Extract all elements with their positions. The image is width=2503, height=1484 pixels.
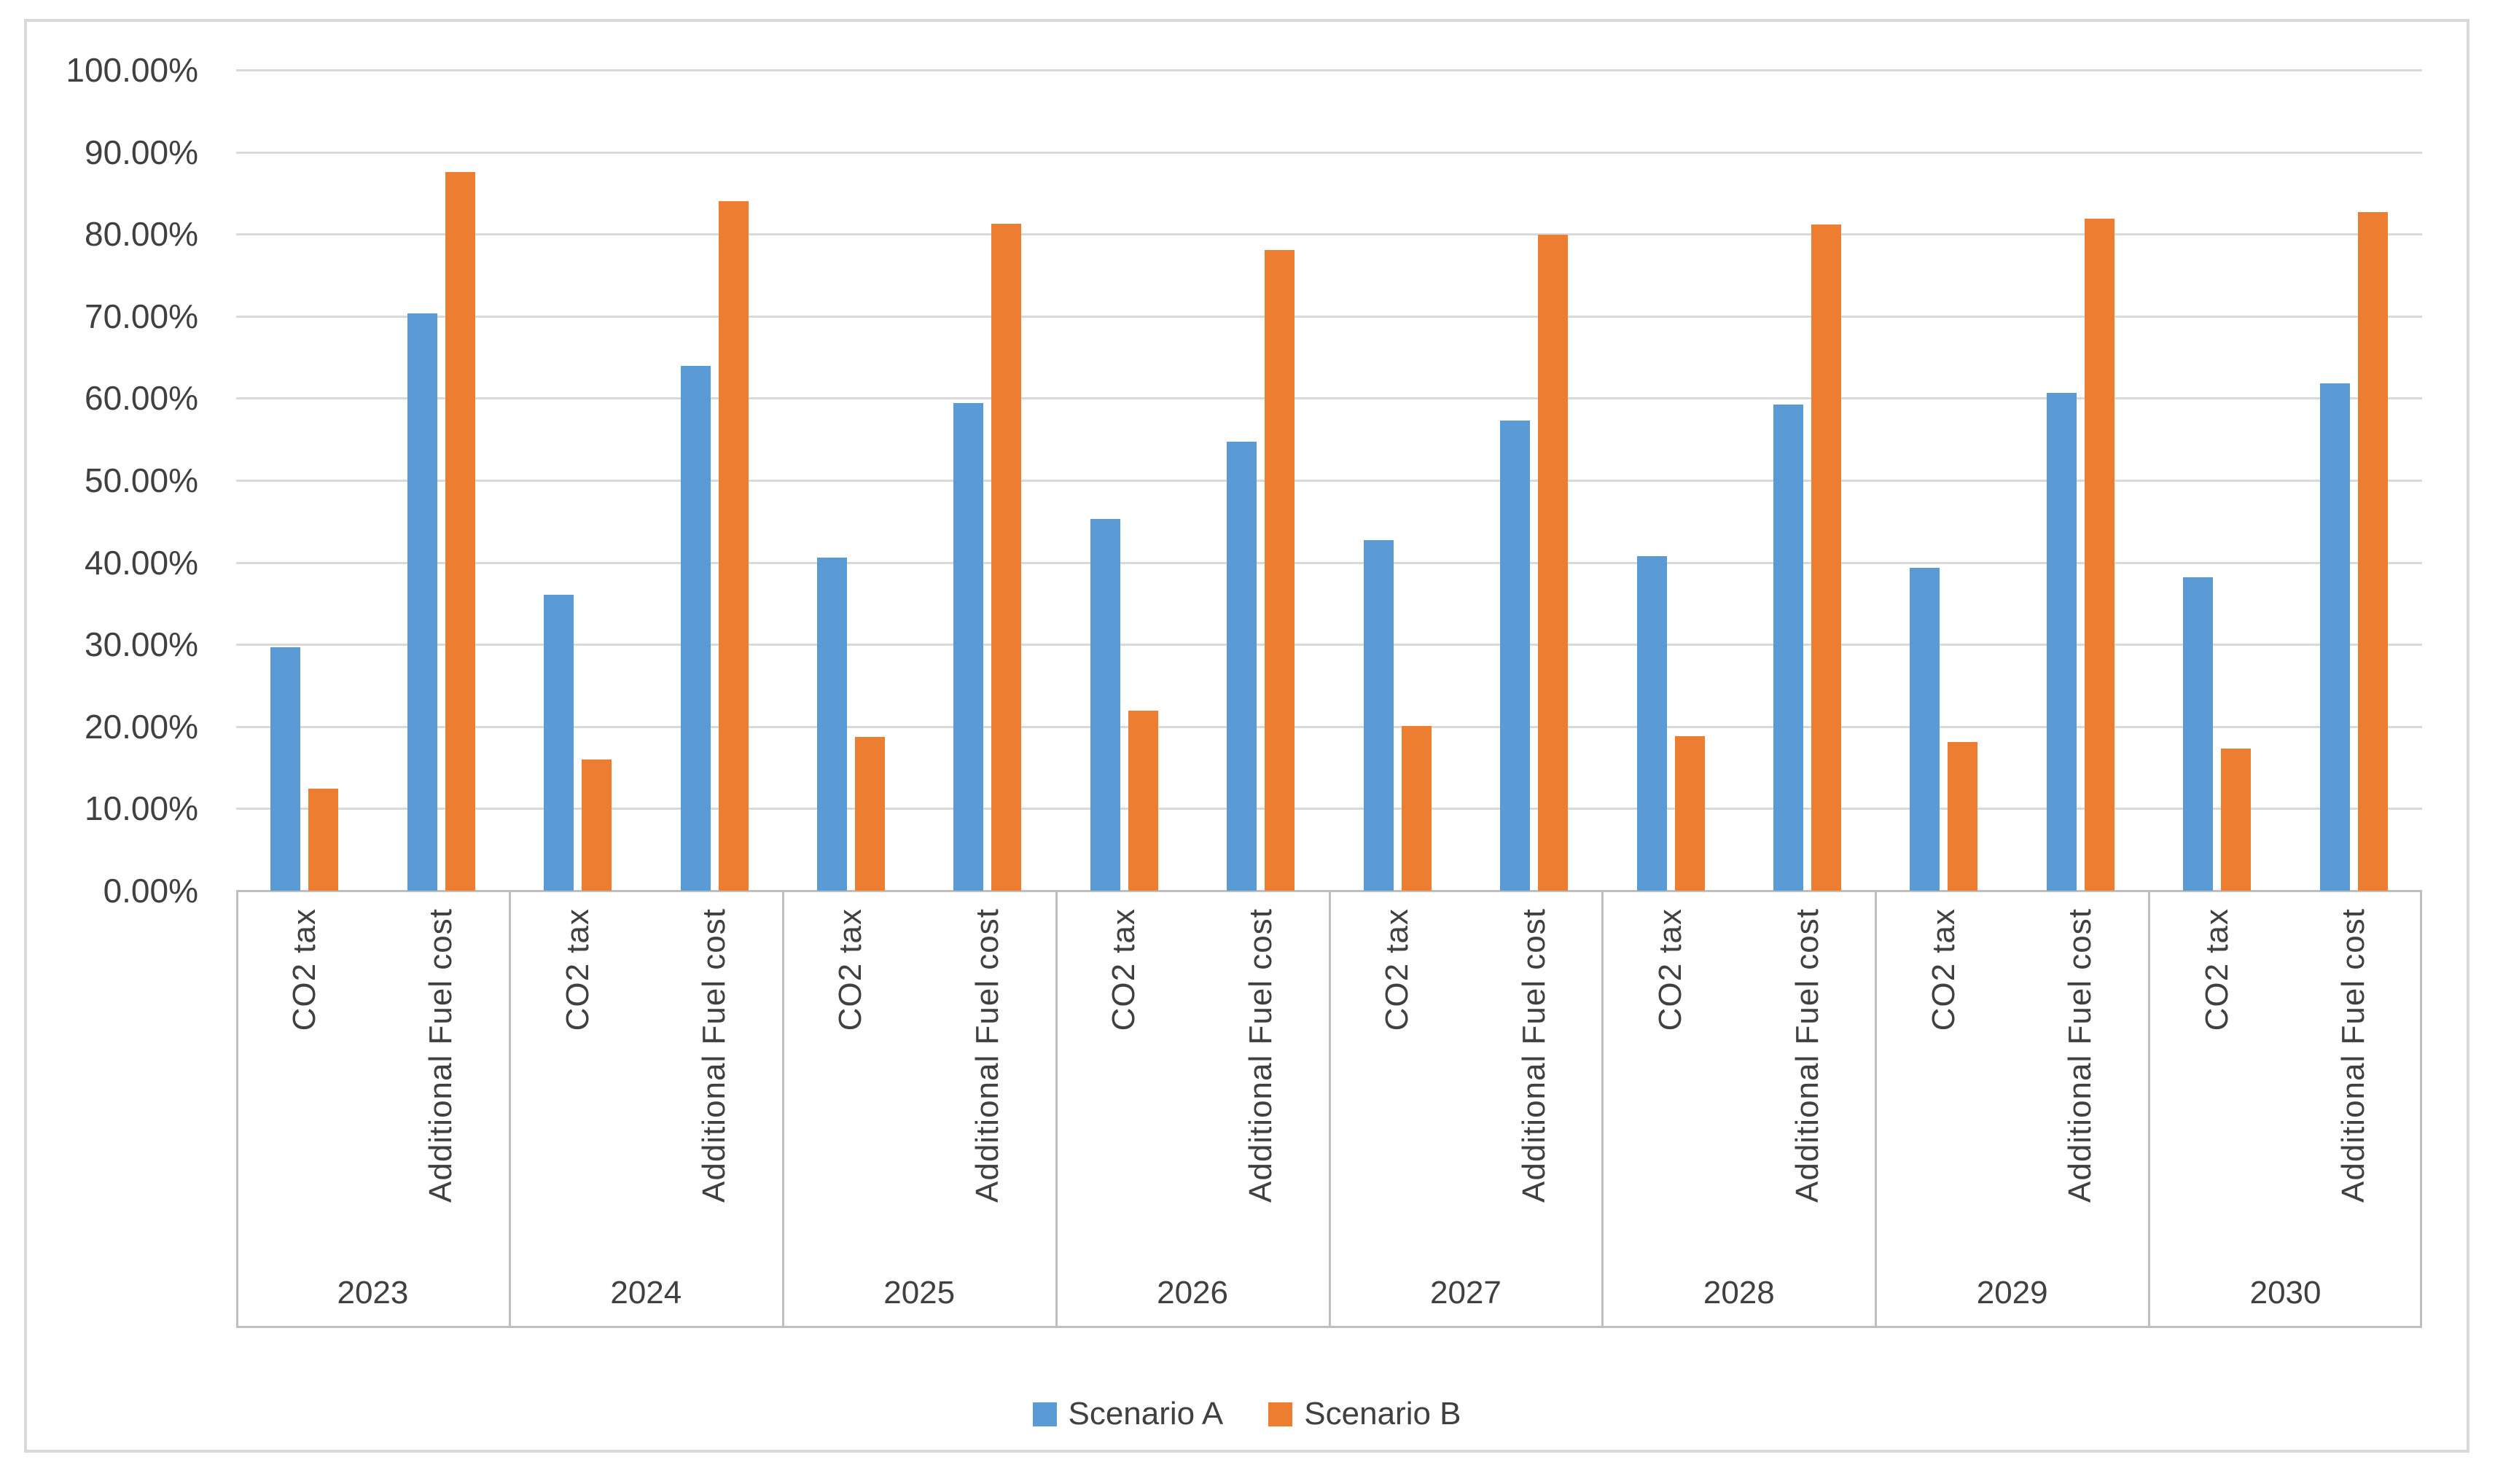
y-axis-tick-label: 10.00% [84, 789, 198, 828]
bar-2029-additional-fuel-cost-scenario_b [2084, 218, 2115, 891]
legend-swatch-scenario-a [1032, 1402, 1057, 1426]
legend-swatch-scenario-b [1268, 1402, 1293, 1426]
bar-2027-co2-tax-scenario_a [1363, 540, 1394, 891]
bar-2025-additional-fuel-cost-scenario_a [953, 403, 984, 891]
bar-2027-additional-fuel-cost-scenario_a [1500, 420, 1531, 891]
category-label-2025-co2-tax: CO2 tax [832, 908, 869, 1031]
gridline-10 [236, 808, 2422, 811]
year-separator [1875, 891, 1878, 1328]
bar-2026-additional-fuel-cost-scenario_a [1227, 442, 1257, 891]
year-separator [508, 891, 511, 1328]
category-label-2029-additional-fuel-cost: Additional Fuel cost [2062, 908, 2098, 1203]
y-axis-tick-label: 80.00% [84, 215, 198, 254]
bar-2024-co2-tax-scenario_a [544, 594, 574, 891]
legend-item-scenario-a: Scenario A [1032, 1398, 1223, 1430]
gridline-30 [236, 644, 2422, 647]
y-axis-tick-label: 30.00% [84, 625, 198, 664]
bar-2023-additional-fuel-cost-scenario_a [407, 313, 437, 891]
bar-2025-co2-tax-scenario_a [816, 557, 847, 891]
bar-2029-co2-tax-scenario_b [1948, 742, 1978, 891]
legend-label-scenario-a: Scenario A [1068, 1396, 1224, 1432]
category-label-2027-co2-tax: CO2 tax [1379, 908, 1415, 1031]
year-separator [1328, 891, 1331, 1328]
category-label-2028-additional-fuel-cost: Additional Fuel cost [1789, 908, 1825, 1203]
y-axis-tick-label: 70.00% [84, 297, 198, 335]
gridline-20 [236, 725, 2422, 728]
year-label-2026: 2026 [1157, 1275, 1228, 1311]
category-label-2030-additional-fuel-cost: Additional Fuel cost [2335, 908, 2372, 1203]
legend-label-scenario-b: Scenario B [1304, 1396, 1461, 1432]
category-label-2028-co2-tax: CO2 tax [1652, 908, 1689, 1031]
category-label-2024-additional-fuel-cost: Additional Fuel cost [696, 908, 733, 1203]
gridline-100 [236, 69, 2422, 71]
bar-2029-co2-tax-scenario_a [1910, 568, 1940, 891]
bar-2030-additional-fuel-cost-scenario_a [2319, 383, 2350, 891]
bar-2028-co2-tax-scenario_a [1636, 555, 1667, 891]
bar-2023-co2-tax-scenario_b [308, 789, 339, 891]
bar-2025-additional-fuel-cost-scenario_b [991, 223, 1022, 891]
bar-2030-co2-tax-scenario_b [2221, 749, 2252, 891]
y-axis-tick-label: 0.00% [103, 872, 198, 910]
chart-frame: 100.00% 90.00% 80.00% 70.00% 60.00% 50.00% 40.… [24, 19, 2469, 1453]
year-label-2028: 2028 [1703, 1275, 1775, 1311]
bar-2026-co2-tax-scenario_b [1128, 711, 1158, 891]
year-label-2027: 2027 [1429, 1275, 1502, 1311]
bar-2023-additional-fuel-cost-scenario_b [445, 171, 475, 891]
bar-2028-additional-fuel-cost-scenario_a [1773, 405, 1804, 891]
category-label-2023-co2-tax: CO2 tax [286, 908, 322, 1031]
category-label-2025-additional-fuel-cost: Additional Fuel cost [969, 908, 1005, 1203]
year-separator [781, 891, 784, 1328]
gridline-70 [236, 315, 2422, 318]
category-label-2029-co2-tax: CO2 tax [1925, 908, 1961, 1031]
year-separator [2148, 891, 2151, 1328]
bar-2028-co2-tax-scenario_b [1674, 736, 1705, 891]
year-label-2025: 2025 [883, 1275, 956, 1311]
bar-2030-co2-tax-scenario_a [2183, 577, 2214, 891]
category-label-2024-co2-tax: CO2 tax [559, 908, 596, 1031]
y-axis-tick-label: 100.00% [66, 51, 198, 89]
bar-2024-co2-tax-scenario_b [582, 759, 612, 891]
y-axis-tick-label: 90.00% [84, 133, 198, 171]
y-axis-tick-label: 20.00% [84, 707, 198, 746]
y-axis-tick-label: 60.00% [84, 379, 198, 418]
bar-2024-additional-fuel-cost-scenario_a [680, 366, 711, 891]
bar-2026-additional-fuel-cost-scenario_b [1265, 249, 1295, 891]
bar-2027-additional-fuel-cost-scenario_b [1538, 235, 1569, 891]
bar-2026-co2-tax-scenario_a [1090, 518, 1120, 891]
bar-2025-co2-tax-scenario_b [854, 737, 885, 891]
bar-2029-additional-fuel-cost-scenario_a [2046, 392, 2077, 891]
category-label-2030-co2-tax: CO2 tax [2198, 908, 2235, 1031]
gridline-80 [236, 233, 2422, 236]
category-label-2027-additional-fuel-cost: Additional Fuel cost [1515, 908, 1552, 1203]
bar-2024-additional-fuel-cost-scenario_b [718, 201, 749, 891]
bar-2027-co2-tax-scenario_b [1401, 725, 1432, 891]
gridline-90 [236, 151, 2422, 154]
bar-2028-additional-fuel-cost-scenario_b [1811, 224, 1842, 891]
legend-item-scenario-b: Scenario B [1268, 1398, 1461, 1430]
year-label-2030: 2030 [2249, 1275, 2322, 1311]
gridline-50 [236, 480, 2422, 482]
year-separator [1601, 891, 1604, 1328]
year-label-2024: 2024 [610, 1275, 682, 1311]
year-separator [1055, 891, 1058, 1328]
category-label-2023-additional-fuel-cost: Additional Fuel cost [423, 908, 459, 1203]
category-label-2026-co2-tax: CO2 tax [1106, 908, 1142, 1031]
year-label-2029: 2029 [1976, 1275, 2048, 1311]
gridline-40 [236, 561, 2422, 564]
category-label-2026-additional-fuel-cost: Additional Fuel cost [1242, 908, 1278, 1203]
y-axis-tick-label: 40.00% [84, 543, 198, 582]
gridline-60 [236, 397, 2422, 400]
year-label-2023: 2023 [337, 1275, 409, 1311]
bar-2030-additional-fuel-cost-scenario_b [2357, 211, 2388, 891]
legend: Scenario A Scenario B [1032, 1398, 1461, 1430]
y-axis-tick-label: 50.00% [84, 461, 198, 499]
bar-2023-co2-tax-scenario_a [270, 647, 301, 891]
